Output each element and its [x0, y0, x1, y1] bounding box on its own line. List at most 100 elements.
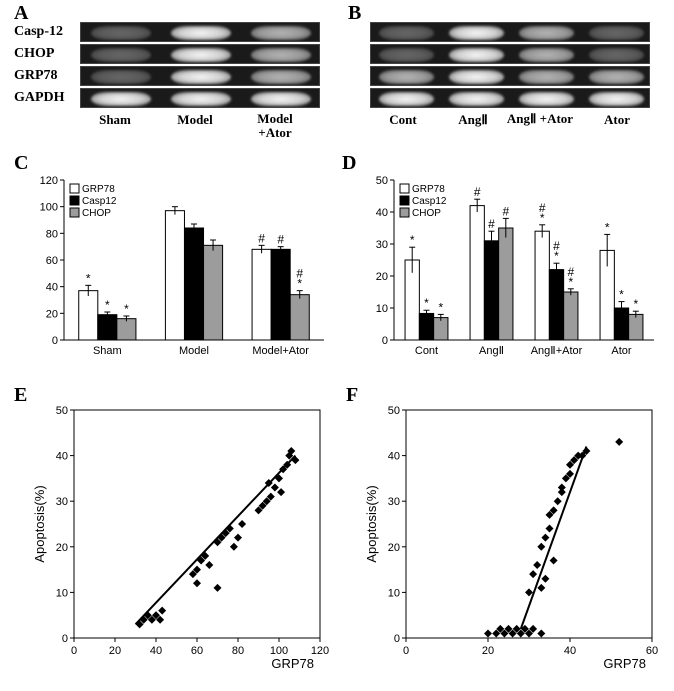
svg-text:80: 80	[46, 228, 58, 240]
svg-text:10: 10	[376, 303, 388, 315]
panel-c-label: C	[14, 152, 28, 175]
svg-text:50: 50	[388, 405, 400, 417]
svg-text:60: 60	[646, 645, 658, 657]
panel-d-label: D	[342, 152, 356, 175]
svg-text:0: 0	[62, 633, 68, 645]
svg-text:40: 40	[56, 451, 68, 463]
svg-text:40: 40	[46, 282, 58, 294]
blot-lane	[370, 88, 650, 108]
svg-text:0: 0	[71, 645, 77, 657]
svg-text:20: 20	[482, 645, 494, 657]
panel-a-col-2: Model +Ator	[240, 112, 310, 141]
svg-text:GRP78: GRP78	[603, 656, 646, 671]
svg-text:#: #	[502, 204, 509, 218]
svg-text:#: #	[296, 267, 303, 281]
svg-text:30: 30	[376, 239, 388, 251]
svg-text:30: 30	[56, 496, 68, 508]
svg-text:40: 40	[388, 451, 400, 463]
blot-lane	[80, 88, 320, 108]
svg-text:*: *	[105, 298, 110, 312]
blot-lane	[370, 22, 650, 42]
svg-text:*: *	[633, 297, 638, 311]
svg-text:40: 40	[150, 645, 162, 657]
svg-text:10: 10	[388, 587, 400, 599]
svg-text:*: *	[124, 302, 129, 316]
svg-text:60: 60	[46, 255, 58, 267]
svg-text:20: 20	[56, 542, 68, 554]
panel-f-label: F	[346, 384, 358, 407]
svg-text:AngⅡ: AngⅡ	[479, 345, 504, 357]
blot-lane	[80, 44, 320, 64]
svg-text:AngⅡ+Ator: AngⅡ+Ator	[531, 345, 583, 357]
blot-lane	[80, 22, 320, 42]
svg-text:30: 30	[388, 496, 400, 508]
panel-e-label: E	[14, 384, 27, 407]
svg-text:#: #	[567, 265, 574, 279]
svg-text:50: 50	[376, 175, 388, 187]
panel-a-col-1: Model	[160, 112, 230, 128]
svg-text:40: 40	[376, 207, 388, 219]
svg-text:Casp12: Casp12	[412, 196, 447, 207]
svg-text:GRP78: GRP78	[412, 184, 445, 195]
panel-b-blots	[370, 22, 650, 110]
blot-lane	[80, 66, 320, 86]
panel-a-row-3: GAPDH	[14, 90, 65, 106]
svg-text:GRP78: GRP78	[271, 656, 314, 671]
svg-text:GRP78: GRP78	[82, 184, 115, 195]
panel-d-chart: 0 10 20 30 40 50 * * * Cont # # # AngⅡ * # * # * # AngⅡ+Ator…	[360, 170, 660, 370]
panel-a-blots	[80, 22, 320, 110]
panel-a-col-0: Sham	[80, 112, 150, 128]
svg-text:50: 50	[56, 405, 68, 417]
svg-text:#: #	[553, 239, 560, 253]
svg-text:#: #	[474, 185, 481, 199]
panel-b-col-0: Cont	[368, 112, 438, 128]
svg-text:Apoptosis(%): Apoptosis(%)	[32, 485, 47, 562]
svg-text:*: *	[410, 233, 415, 247]
panel-a-row-2: GRP78	[14, 68, 58, 84]
panel-a-row-0: Casp-12	[14, 24, 63, 40]
svg-text:10: 10	[56, 587, 68, 599]
svg-text:#: #	[488, 217, 495, 231]
svg-text:*: *	[438, 300, 443, 314]
svg-text:Casp12: Casp12	[82, 196, 117, 207]
svg-text:100: 100	[40, 202, 58, 214]
panel-a-label: A	[14, 2, 28, 25]
svg-text:120: 120	[40, 175, 58, 187]
svg-text:20: 20	[376, 271, 388, 283]
svg-text:#: #	[277, 233, 284, 247]
panel-f-chart: 0 20 40 60 0 10 20 30 40 50 GRP78 Apoptosis(%)	[362, 402, 662, 672]
panel-e-chart: 02040608010012001020304050GRP78Apoptosis…	[30, 402, 330, 672]
panel-b-col-2: AngⅡ +Ator	[505, 112, 575, 126]
svg-text:Ator: Ator	[611, 345, 632, 357]
svg-text:Model: Model	[179, 345, 209, 357]
panel-a-row-1: CHOP	[14, 46, 54, 62]
svg-text:*: *	[86, 271, 91, 285]
svg-text:60: 60	[191, 645, 203, 657]
panel-b-label: B	[348, 2, 361, 25]
svg-text:#: #	[258, 231, 265, 245]
svg-text:20: 20	[46, 308, 58, 320]
panel-b-col-1: AngⅡ	[438, 112, 508, 128]
svg-text:20: 20	[388, 542, 400, 554]
svg-text:0: 0	[382, 335, 388, 347]
svg-text:*: *	[619, 288, 624, 302]
svg-text:CHOP: CHOP	[412, 208, 441, 219]
svg-text:CHOP: CHOP	[82, 208, 111, 219]
svg-text:Cont: Cont	[415, 345, 438, 357]
svg-text:Sham: Sham	[93, 345, 122, 357]
svg-text:*: *	[605, 220, 610, 234]
blot-lane	[370, 44, 650, 64]
blot-lane	[370, 66, 650, 86]
panel-c-chart: 020406080100120***ShamModel##*#Model+Ato…	[30, 170, 330, 370]
panel-b-col-3: Ator	[582, 112, 652, 128]
svg-text:#: #	[539, 201, 546, 215]
svg-text:Apoptosis(%): Apoptosis(%)	[364, 485, 379, 562]
svg-text:0: 0	[403, 645, 409, 657]
svg-text:0: 0	[52, 335, 58, 347]
svg-text:0: 0	[394, 633, 400, 645]
svg-text:20: 20	[109, 645, 121, 657]
svg-text:*: *	[424, 296, 429, 310]
svg-text:40: 40	[564, 645, 576, 657]
svg-text:Model+Ator: Model+Ator	[252, 345, 309, 357]
svg-text:80: 80	[232, 645, 244, 657]
